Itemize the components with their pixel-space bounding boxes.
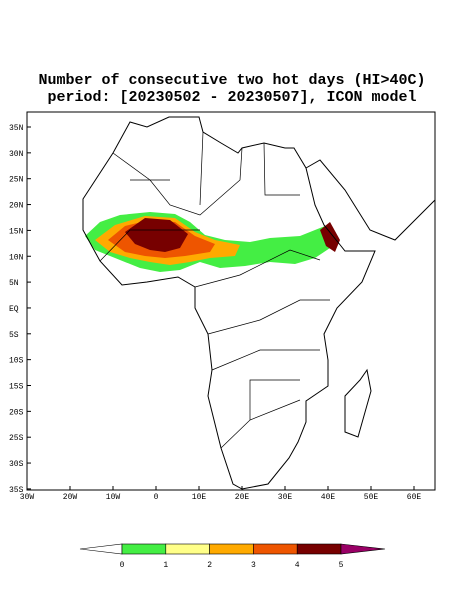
- heat-area-east: [320, 222, 340, 252]
- colorbar-label: 1: [163, 561, 168, 570]
- lat-label: 30N: [9, 150, 24, 159]
- lat-label: 20N: [9, 202, 24, 211]
- lat-label: 30S: [9, 460, 24, 469]
- colorbar-box: [121, 543, 167, 555]
- colorbar-over: [340, 543, 386, 555]
- colorbar-under: [79, 543, 123, 555]
- colorbar-box: [296, 543, 342, 555]
- lat-label: 5S: [9, 331, 19, 340]
- colorbar-box: [165, 543, 210, 555]
- title: Number of consecutive two hot days (HI>4…: [38, 72, 425, 89]
- lat-label: 15N: [9, 227, 24, 236]
- lon-label: 50E: [364, 493, 379, 502]
- arabia-coast: [305, 159, 436, 241]
- lon-label: 10E: [192, 493, 207, 502]
- lat-label: 35N: [9, 124, 24, 133]
- heat-area-5: [125, 218, 188, 252]
- lon-labels: 30W 20W 10W 0 10E 20E 30E 40E 50E 60E: [20, 486, 422, 502]
- lat-labels: 35N 30N 25N 20N 15N 10N 5N EQ 5S 10S 15S 20S 25S 30S 3…: [9, 124, 31, 495]
- lon-label: 30W: [20, 493, 35, 502]
- lon-label: 0: [154, 493, 159, 502]
- lon-label: 10W: [106, 493, 121, 502]
- lon-label: 60E: [407, 493, 422, 502]
- colorbar: 0 1 2 3 4 5: [79, 543, 386, 570]
- colorbar-label: 5: [339, 561, 344, 570]
- lon-label: 30E: [278, 493, 293, 502]
- colorbar-box: [209, 543, 254, 555]
- lat-label: 25N: [9, 176, 24, 185]
- lon-label: 40E: [321, 493, 336, 502]
- lon-label: 20E: [235, 493, 250, 502]
- map-frame: [26, 111, 436, 491]
- colorbar-label: 4: [295, 561, 300, 570]
- subtitle: period: [20230502 - 20230507], ICON mode…: [47, 89, 416, 106]
- lat-label: 5N: [9, 279, 19, 288]
- lat-label: 25S: [9, 434, 24, 443]
- lat-label: 10N: [9, 253, 24, 262]
- colorbar-box: [253, 543, 298, 555]
- lat-label: 20S: [9, 408, 24, 417]
- borders: [99, 131, 330, 449]
- colorbar-label: 2: [207, 561, 212, 570]
- map: [26, 111, 436, 491]
- colorbar-label: 3: [251, 561, 256, 570]
- lat-label: 10S: [9, 357, 24, 366]
- colorbar-label: 0: [120, 561, 125, 570]
- lat-label: 15S: [9, 383, 24, 392]
- lat-label: EQ: [9, 305, 19, 314]
- lat-label: 35S: [9, 486, 24, 495]
- lon-label: 20W: [63, 493, 78, 502]
- madagascar: [344, 368, 372, 438]
